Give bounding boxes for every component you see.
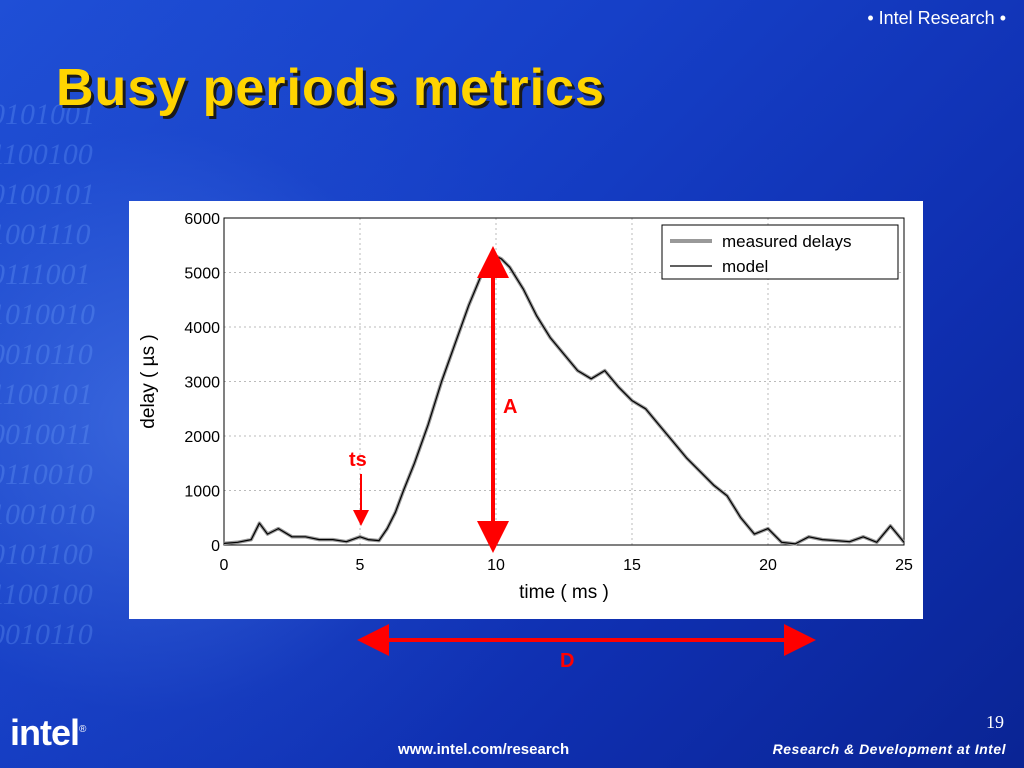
chart-panel: 0 5 10 15 20 25 0 1000 2000 3000 4000 5000 6000 time … [129, 201, 923, 619]
binary-background-decoration: 0101001 1100100 0100101 1001110 0111001 … [0, 98, 95, 651]
intel-logo: intel® [10, 712, 86, 753]
slide-title: Busy periods metrics [56, 59, 605, 117]
header-tag: • Intel Research • [867, 8, 1006, 28]
series-line-measured-delays [223, 254, 906, 546]
x-tick-label: 15 [623, 557, 641, 574]
legend-entry: measured delays [722, 232, 851, 251]
series-line-model [223, 255, 905, 545]
x-tick-label: 20 [759, 557, 777, 574]
x-tick-label: 5 [356, 557, 365, 574]
footer-tagline: Research & Development at Intel [772, 741, 1006, 757]
x-tick-label: 25 [895, 557, 913, 574]
plot-frame [223, 217, 905, 546]
delay-chart: 0 5 10 15 20 25 0 1000 2000 3000 4000 5000 6000 time … [138, 211, 913, 603]
duration-label: D [560, 650, 574, 672]
legend-entry: model [722, 257, 768, 276]
x-axis-label: time ( ms ) [519, 582, 609, 603]
y-axis-label: delay ( µs ) [138, 334, 159, 428]
y-tick-label: 3000 [184, 375, 220, 392]
y-tick-label: 2000 [184, 429, 220, 446]
y-tick-label: 6000 [184, 211, 220, 228]
x-tick-label: 10 [487, 557, 505, 574]
legend-box [661, 224, 899, 280]
y-tick-label: 5000 [184, 266, 220, 283]
footer-url[interactable]: www.intel.com/research [398, 741, 570, 758]
y-tick-label: 4000 [184, 320, 220, 337]
page-number: 19 [986, 712, 1004, 732]
x-tick-label: 0 [220, 557, 229, 574]
y-tick-label: 0 [211, 538, 220, 555]
y-tick-label: 1000 [184, 484, 220, 501]
